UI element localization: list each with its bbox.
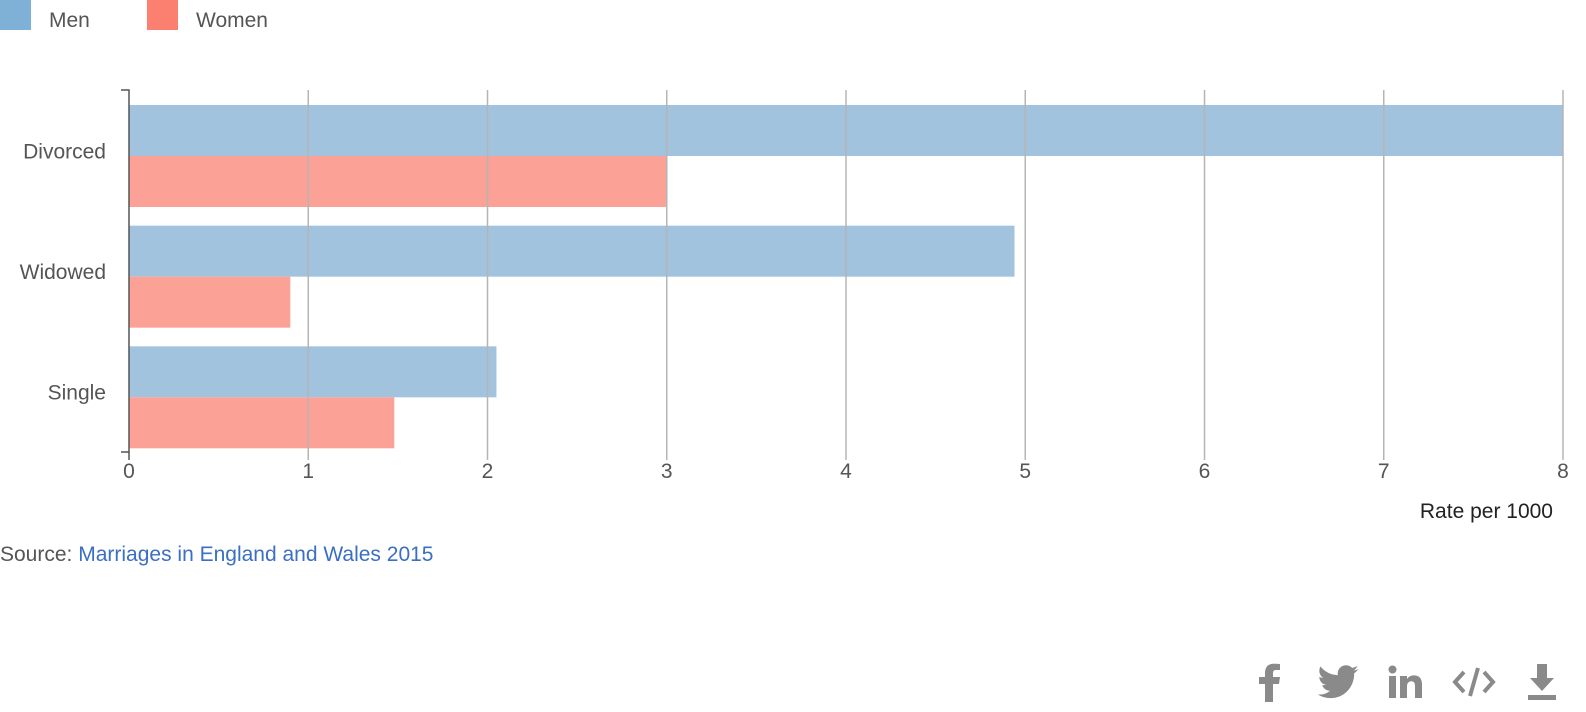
x-axis-label: Rate per 1000 bbox=[1420, 500, 1553, 523]
embed-button[interactable] bbox=[1452, 660, 1496, 704]
legend: Men Women bbox=[0, 0, 268, 44]
category-label-single: Single bbox=[48, 382, 106, 405]
x-tick-label-1: 1 bbox=[302, 460, 314, 483]
facebook-icon bbox=[1259, 663, 1280, 702]
y-axis-line bbox=[121, 89, 130, 453]
legend-item-men[interactable]: Men bbox=[0, 0, 147, 33]
x-tick-label-5: 5 bbox=[1019, 460, 1031, 483]
x-tick-label-0: 0 bbox=[123, 460, 135, 483]
category-label-widowed: Widowed bbox=[20, 261, 106, 284]
bar-women-widowed bbox=[129, 276, 291, 328]
linkedin-icon bbox=[1388, 665, 1422, 698]
x-tick-label-3: 3 bbox=[661, 460, 673, 483]
source-line: Source: Marriages in England and Wales 2… bbox=[0, 543, 434, 567]
linkedin-share-button[interactable] bbox=[1384, 660, 1428, 704]
twitter-icon bbox=[1317, 665, 1359, 699]
embed-icon bbox=[1452, 667, 1496, 697]
x-tick-label-2: 2 bbox=[482, 460, 494, 483]
download-button[interactable] bbox=[1520, 660, 1564, 704]
legend-label-women: Women bbox=[196, 9, 268, 32]
legend-item-women[interactable]: Women bbox=[147, 0, 268, 33]
source-prefix: Source: bbox=[0, 543, 79, 566]
x-tick-label-8: 8 bbox=[1557, 460, 1569, 483]
x-tick-label-6: 6 bbox=[1199, 460, 1211, 483]
category-label-divorced: Divorced bbox=[23, 140, 106, 163]
x-tick-label-7: 7 bbox=[1378, 460, 1390, 483]
x-tick-label-4: 4 bbox=[840, 460, 852, 483]
download-icon bbox=[1528, 664, 1556, 700]
source-link[interactable]: Marriages in England and Wales 2015 bbox=[78, 543, 434, 566]
share-toolbar bbox=[1248, 660, 1564, 704]
legend-swatch-men bbox=[0, 0, 31, 30]
bar-men-widowed bbox=[129, 225, 1015, 277]
bar-women-divorced bbox=[129, 156, 667, 207]
twitter-share-button[interactable] bbox=[1316, 660, 1360, 704]
legend-label-men: Men bbox=[49, 9, 90, 32]
facebook-share-button[interactable] bbox=[1248, 660, 1292, 704]
legend-swatch-women bbox=[147, 0, 178, 30]
bar-women-single bbox=[129, 397, 395, 449]
bar-men-single bbox=[129, 346, 497, 398]
